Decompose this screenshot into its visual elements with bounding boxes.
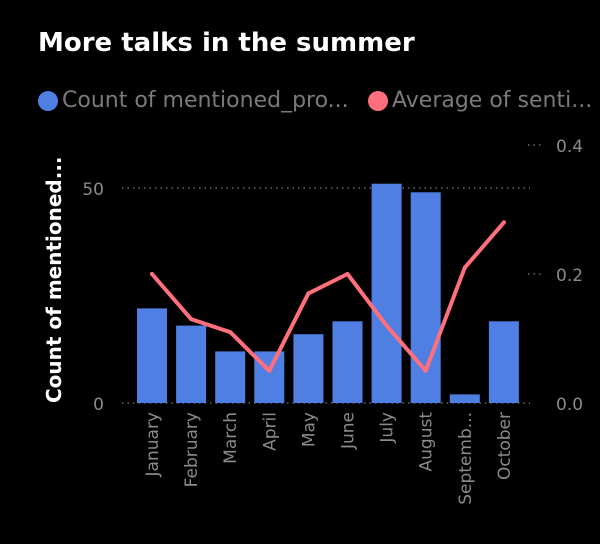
bar-8[interactable] bbox=[449, 394, 480, 403]
legend-item-average[interactable]: Average of senti... bbox=[368, 88, 592, 113]
x-tick-label-5: June bbox=[339, 412, 359, 450]
legend-item-count[interactable]: Count of mentioned_pro... bbox=[38, 88, 349, 113]
x-tick-label-2: March bbox=[221, 412, 241, 464]
y-right-tick-0.4: 0.4 bbox=[556, 137, 583, 157]
bar-1[interactable] bbox=[176, 325, 207, 403]
x-tick-label-7: August bbox=[417, 412, 437, 472]
line-point-5[interactable] bbox=[345, 272, 350, 276]
x-tick-label-9: October bbox=[495, 412, 515, 480]
line-point-3[interactable] bbox=[267, 368, 272, 373]
line-point-2[interactable] bbox=[228, 330, 233, 335]
y-axis-title: Count of mentioned... bbox=[42, 156, 66, 403]
line-point-7[interactable] bbox=[423, 368, 428, 373]
line-point-8[interactable] bbox=[462, 265, 467, 270]
x-tick-label-4: May bbox=[299, 412, 319, 447]
bar-5[interactable] bbox=[332, 321, 363, 403]
bar-2[interactable] bbox=[215, 351, 246, 403]
legend-label-count: Count of mentioned_pro... bbox=[62, 88, 349, 113]
x-tick-label-8: Septemb... bbox=[456, 412, 476, 505]
legend-swatch-count bbox=[38, 90, 58, 111]
x-tick-label-6: July bbox=[378, 412, 398, 444]
y-right-tick-0.2: 0.2 bbox=[556, 266, 583, 286]
line-point-6[interactable] bbox=[384, 323, 389, 328]
line-point-4[interactable] bbox=[306, 291, 311, 296]
y-left-tick-50: 50 bbox=[82, 180, 104, 200]
sentiment-line[interactable] bbox=[150, 220, 506, 373]
line-point-0[interactable] bbox=[150, 272, 154, 276]
y-left-tick-0: 0 bbox=[93, 395, 104, 415]
chart-title: More talks in the summer bbox=[38, 28, 415, 58]
bar-series bbox=[137, 183, 519, 403]
bar-6[interactable] bbox=[371, 183, 402, 403]
x-tick-label-1: February bbox=[182, 412, 202, 487]
y-right-tick-0.0: 0.0 bbox=[556, 395, 583, 415]
x-tick-label-0: January bbox=[143, 412, 163, 477]
x-axis-ticks: January February March April May June July Augu… bbox=[143, 412, 515, 505]
legend: Count of mentioned_pro... Average of sen… bbox=[38, 88, 598, 116]
bar-9[interactable] bbox=[488, 321, 519, 403]
legend-swatch-average bbox=[368, 90, 388, 111]
x-tick-label-3: April bbox=[260, 412, 280, 451]
bar-0[interactable] bbox=[137, 308, 167, 403]
legend-label-average: Average of senti... bbox=[392, 88, 593, 113]
bar-4[interactable] bbox=[293, 334, 324, 403]
line-point-9[interactable] bbox=[501, 220, 506, 225]
line-point-1[interactable] bbox=[189, 317, 194, 322]
line-series bbox=[150, 220, 506, 373]
